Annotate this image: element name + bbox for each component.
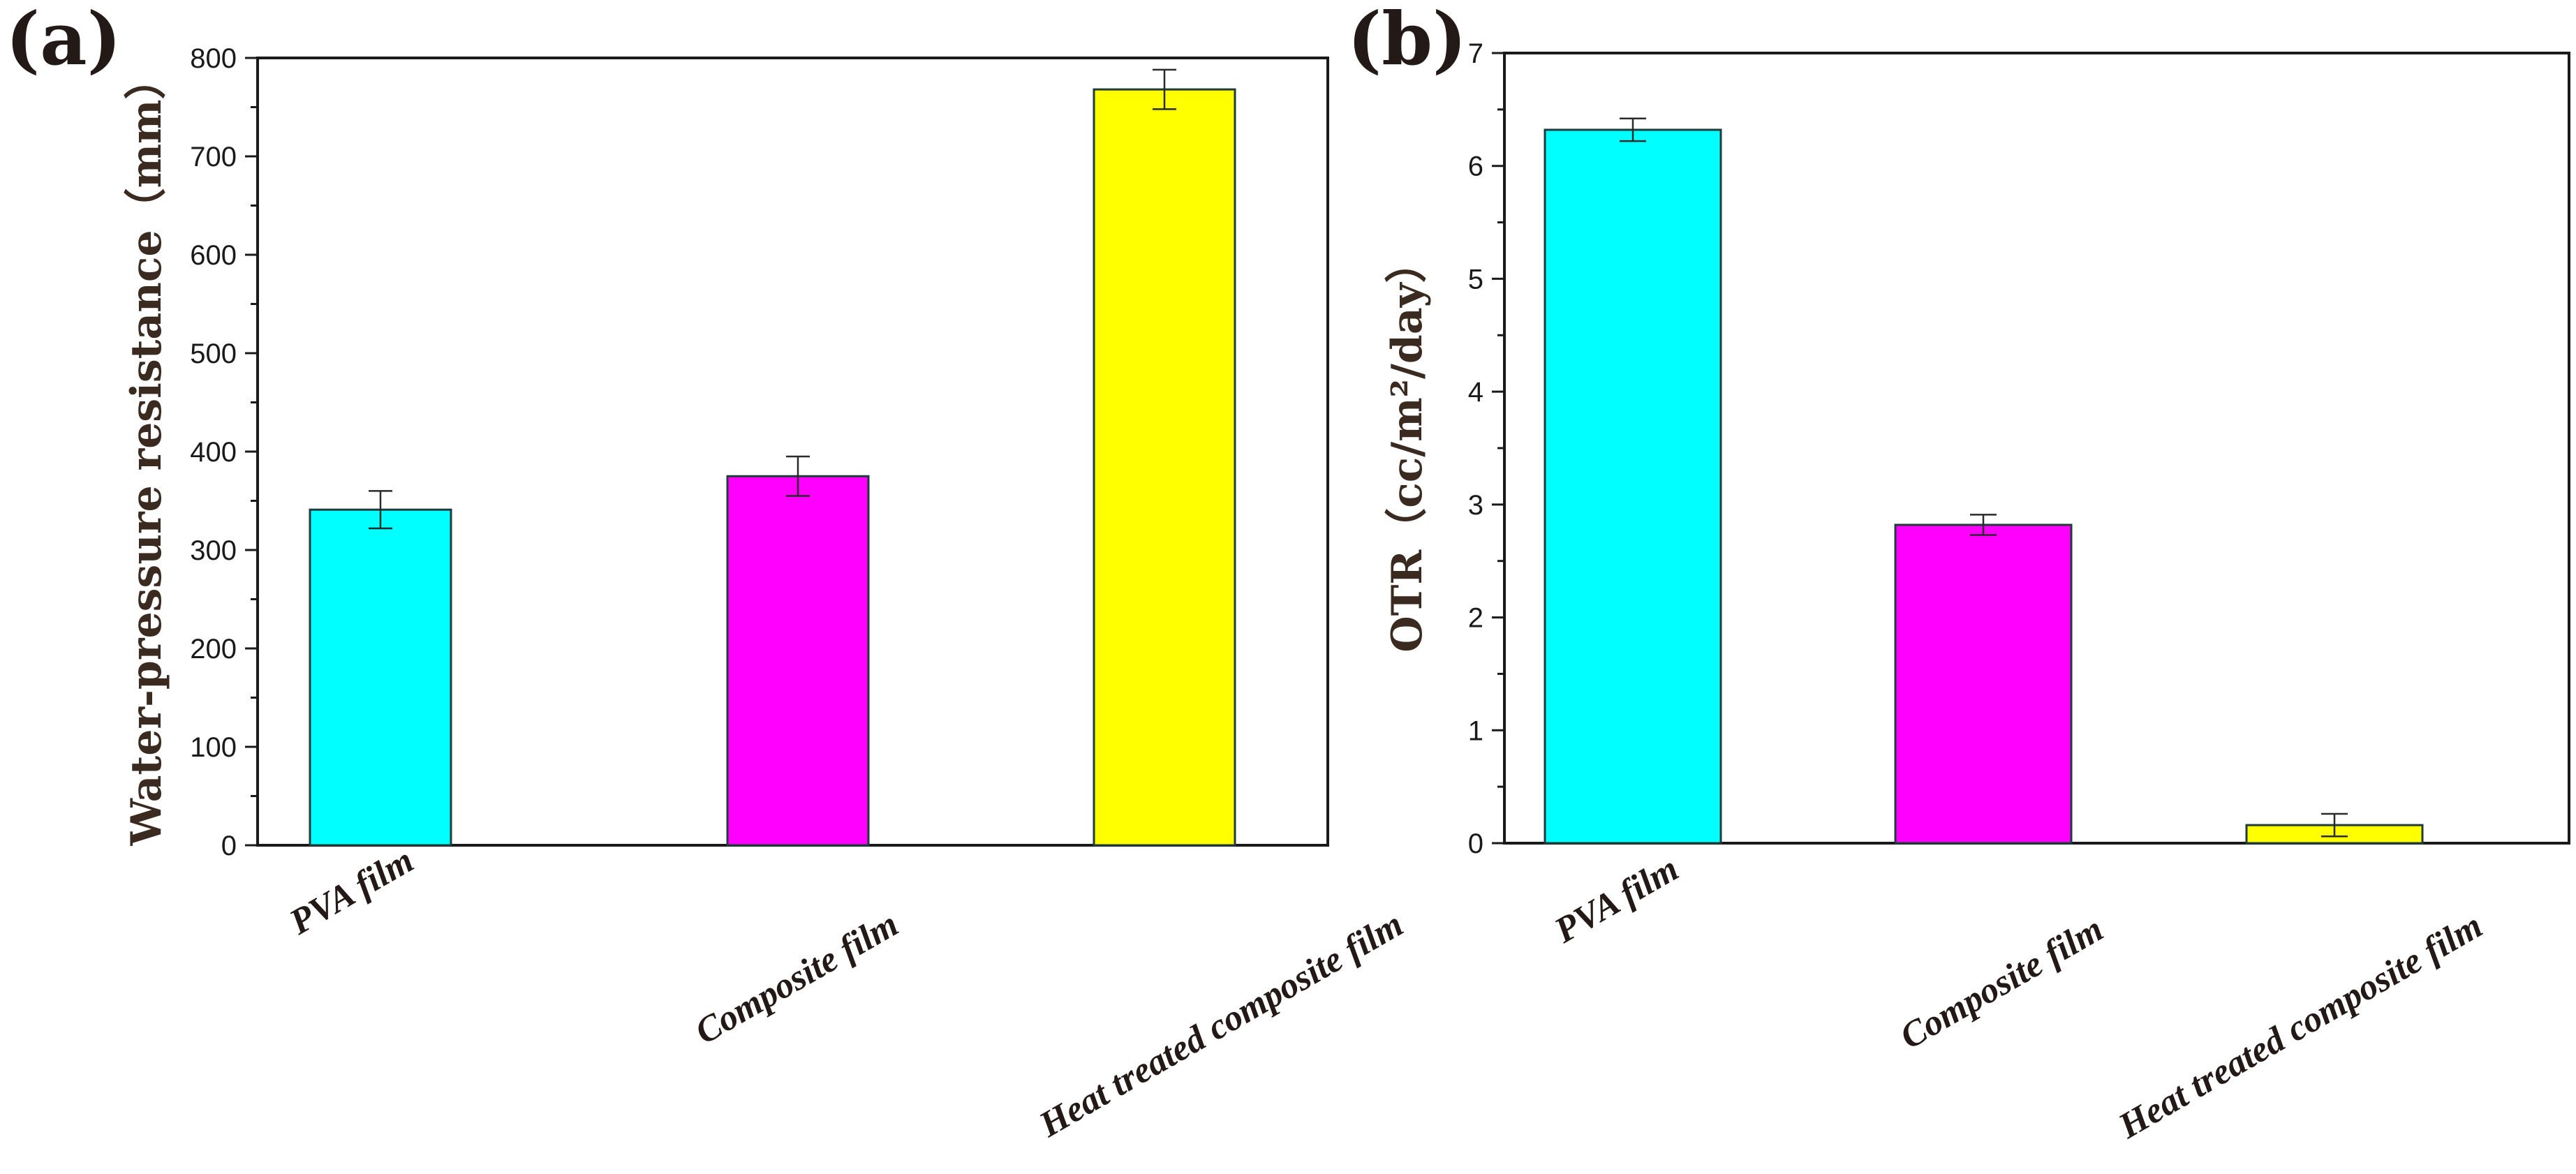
x-category-label: Heat treated composite film [1032, 905, 1410, 1145]
y-tick-label: 700 [190, 142, 237, 172]
bars-a [309, 68, 1236, 847]
chart-panel-a: (a) Water-pressure resistance（mm） 0 100 20… [6, 0, 1410, 1145]
y-tick-label: 600 [190, 240, 237, 271]
y-axis-b: 0 1 2 3 4 5 6 7 [1468, 38, 1504, 859]
y-tick-label: 6 [1468, 151, 1483, 182]
bar [1093, 88, 1236, 847]
y-tick-label: 2 [1468, 603, 1483, 634]
y-tick-label: 400 [190, 437, 237, 468]
y-tick-label: 0 [1468, 829, 1483, 859]
x-category-label: Composite film [1894, 909, 2110, 1057]
y-tick-label: 5 [1468, 264, 1483, 295]
chart-panel-b: (b) OTR（cc/m²/day） 0 1 2 3 4 5 6 7 PVA film Comp… [1347, 0, 2570, 1147]
y-axis-label-b: OTR（cc/m²/day） [1383, 241, 1432, 652]
y-tick-label: 1 [1468, 715, 1483, 746]
x-axis-a: PVA film Composite film Heat treated compo… [283, 840, 1410, 1145]
bar [1894, 523, 2073, 845]
y-tick-label: 300 [190, 535, 237, 566]
x-axis-b: PVA film Composite film Heat treated compo… [1548, 849, 2489, 1147]
y-axis-label-a: Water-pressure resistance（mm） [122, 57, 171, 846]
y-tick-label: 7 [1468, 38, 1483, 69]
y-tick-label: 100 [190, 732, 237, 763]
x-category-label: PVA film [1548, 849, 1685, 951]
panel-label-b: (b) [1347, 0, 1467, 82]
panel-label-a: (a) [6, 0, 121, 82]
bar [309, 508, 452, 847]
y-tick-label: 0 [221, 831, 237, 861]
x-category-label: Composite film [689, 905, 905, 1053]
y-tick-label: 3 [1468, 490, 1483, 521]
x-category-label: Heat treated composite film [2112, 906, 2489, 1147]
bar [1544, 128, 1722, 845]
bar [726, 475, 870, 847]
y-tick-label: 200 [190, 634, 237, 664]
y-tick-label: 4 [1468, 377, 1483, 408]
y-tick-label: 800 [190, 43, 237, 74]
bars-b [1544, 117, 2424, 845]
x-category-label: PVA film [283, 840, 420, 943]
y-axis-a: 0 100 200 300 400 500 600 700 800 [190, 43, 258, 861]
y-tick-label: 500 [190, 339, 237, 369]
